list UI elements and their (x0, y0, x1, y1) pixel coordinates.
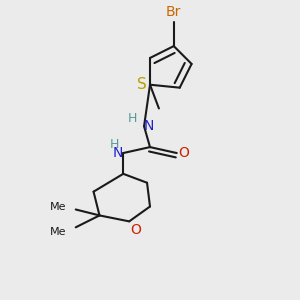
Text: O: O (178, 146, 189, 160)
Text: Br: Br (166, 5, 182, 20)
Text: N: N (113, 146, 123, 160)
Text: H: H (127, 112, 136, 125)
Text: S: S (137, 77, 147, 92)
Text: N: N (144, 119, 154, 133)
Text: O: O (131, 223, 142, 237)
Text: Me: Me (50, 202, 67, 212)
Text: H: H (110, 138, 119, 151)
Text: Me: Me (50, 227, 67, 237)
